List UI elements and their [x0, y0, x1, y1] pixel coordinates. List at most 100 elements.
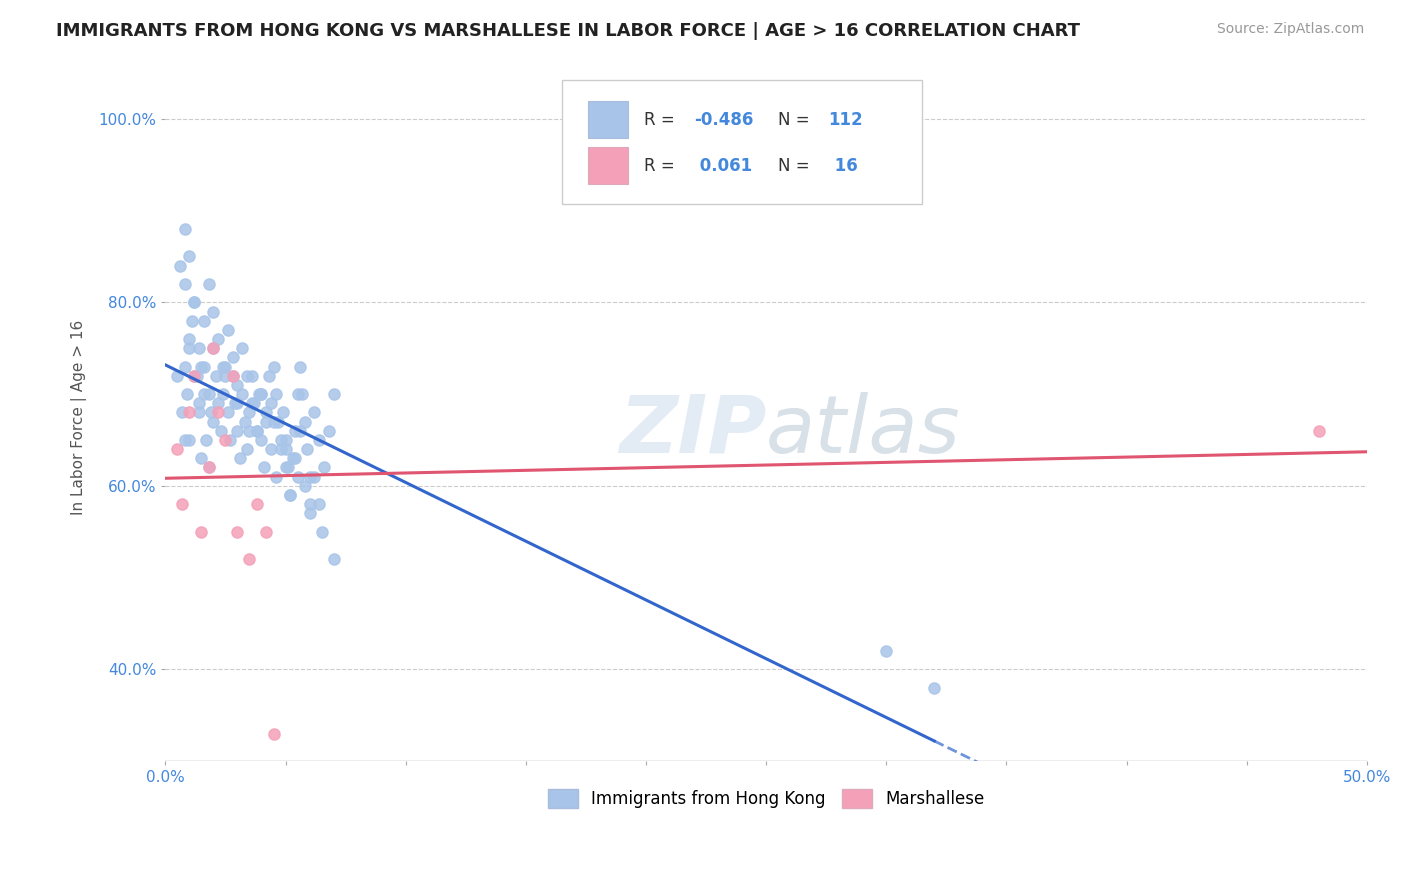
Point [278, 488, 301, 502]
Point [224, 396, 246, 410]
Point [270, 442, 292, 457]
Point [183, 368, 205, 383]
Point [238, 405, 260, 419]
Point [287, 387, 309, 401]
Point [263, 726, 285, 740]
Point [207, 405, 229, 419]
Text: atlas: atlas [766, 392, 960, 470]
Point [233, 415, 256, 429]
Point [298, 469, 321, 483]
Point [179, 250, 201, 264]
Point [179, 332, 201, 346]
Point [183, 368, 205, 383]
Point [193, 387, 215, 401]
Point [308, 497, 330, 511]
Point [217, 405, 239, 419]
Point [188, 341, 211, 355]
Point [186, 368, 208, 383]
Point [166, 368, 188, 383]
Point [202, 415, 225, 429]
Point [312, 460, 335, 475]
Point [183, 295, 205, 310]
Point [197, 387, 219, 401]
Point [277, 460, 299, 475]
Point [240, 396, 263, 410]
Point [294, 479, 316, 493]
Text: 112: 112 [828, 111, 863, 128]
Point [247, 387, 270, 401]
Point [274, 460, 297, 475]
Point [229, 451, 252, 466]
Point [298, 497, 321, 511]
Point [180, 314, 202, 328]
Point [202, 304, 225, 318]
Point [188, 405, 211, 419]
Point [311, 524, 333, 539]
Point [179, 405, 201, 419]
Text: R =: R = [644, 157, 679, 175]
Point [264, 387, 287, 401]
FancyBboxPatch shape [562, 80, 922, 203]
Point [291, 387, 314, 401]
Point [200, 405, 222, 419]
Point [231, 341, 253, 355]
Point [263, 359, 285, 374]
Point [254, 415, 277, 429]
Point [304, 469, 326, 483]
Point [260, 442, 283, 457]
Point [278, 488, 301, 502]
Point [207, 332, 229, 346]
Point [212, 387, 235, 401]
Point [212, 359, 235, 374]
Point [173, 433, 195, 447]
Point [197, 460, 219, 475]
Point [221, 368, 243, 383]
Point [264, 469, 287, 483]
Point [298, 507, 321, 521]
Point [243, 396, 266, 410]
Point [207, 396, 229, 410]
Point [236, 442, 259, 457]
Point [173, 222, 195, 236]
Point [166, 442, 188, 457]
Point [263, 415, 285, 429]
Legend: Immigrants from Hong Kong, Marshallese: Immigrants from Hong Kong, Marshallese [541, 782, 991, 814]
Point [267, 415, 290, 429]
Point [270, 433, 292, 447]
Point [294, 415, 316, 429]
Point [183, 295, 205, 310]
Point [284, 424, 307, 438]
Point [246, 424, 269, 438]
Point [219, 433, 242, 447]
Point [205, 368, 228, 383]
Point [281, 451, 304, 466]
Y-axis label: In Labor Force | Age > 16: In Labor Force | Age > 16 [72, 319, 87, 515]
Point [190, 524, 212, 539]
Point [197, 460, 219, 475]
Point [231, 387, 253, 401]
Point [260, 396, 283, 410]
Point [875, 644, 897, 658]
Point [250, 387, 273, 401]
Point [246, 424, 269, 438]
FancyBboxPatch shape [588, 101, 628, 138]
Point [197, 277, 219, 291]
Point [221, 368, 243, 383]
Point [193, 359, 215, 374]
Point [240, 368, 263, 383]
Text: 0.061: 0.061 [695, 157, 752, 175]
Point [226, 396, 249, 410]
Point [195, 433, 218, 447]
Point [288, 359, 311, 374]
Point [226, 524, 249, 539]
Point [176, 387, 198, 401]
Point [254, 405, 277, 419]
Point [202, 341, 225, 355]
Point [238, 424, 260, 438]
Point [271, 405, 294, 419]
Point [179, 341, 201, 355]
Point [257, 368, 280, 383]
Point [173, 277, 195, 291]
Point [284, 451, 307, 466]
Text: 16: 16 [828, 157, 858, 175]
